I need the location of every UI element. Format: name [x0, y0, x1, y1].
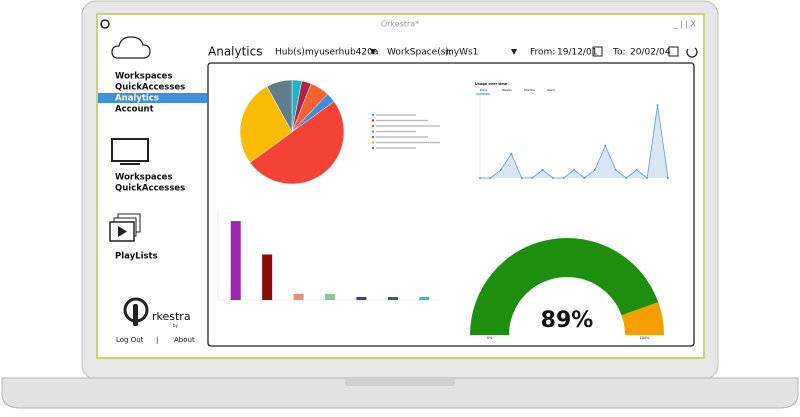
window-title: Orkestra* — [381, 20, 419, 29]
menu-playlists[interactable]: PlayLists — [115, 252, 158, 262]
gauge-min: 0% — [487, 336, 493, 340]
laptop-base — [1, 377, 799, 409]
gauge-remainder — [621, 302, 664, 335]
line-point — [625, 177, 628, 179]
bar — [325, 293, 335, 300]
line-point — [531, 177, 534, 179]
to-date[interactable]: 20/02/04 — [630, 48, 671, 58]
devices-workspaces[interactable]: Workspaces — [115, 173, 173, 183]
legend-swatch — [371, 119, 375, 122]
legend-swatch — [371, 146, 375, 150]
legend-swatch — [371, 141, 375, 144]
menu-selection — [98, 93, 207, 103]
from-date[interactable]: 19/12/01 — [557, 48, 597, 58]
line-point — [552, 177, 555, 179]
legend-entry — [376, 147, 416, 149]
gauge-max: 100% — [639, 336, 650, 340]
line-tab[interactable]: Weeks — [502, 88, 512, 92]
line-point — [593, 168, 596, 171]
to-label: To: — [612, 48, 626, 58]
hub-select[interactable]: myuserhub420a — [305, 48, 378, 58]
monitor-icon — [111, 138, 149, 162]
legend-entry — [376, 119, 428, 122]
legend-entry — [376, 136, 428, 138]
legend-swatch — [371, 113, 375, 117]
menu-quickaccesses[interactable]: QuickAccesses — [115, 83, 185, 93]
line-point — [499, 168, 502, 171]
about[interactable]: About — [174, 336, 195, 344]
pie-slice — [266, 79, 293, 133]
workspace-select[interactable]: myWs1 — [445, 48, 478, 58]
workspace-label: WorkSpace(s): — [387, 48, 452, 58]
to-calendar[interactable] — [668, 46, 679, 57]
menu-account[interactable]: Account — [115, 105, 154, 115]
logo-bar — [133, 304, 138, 326]
line-point — [667, 177, 669, 179]
bar — [262, 254, 273, 300]
logo-by: by — [173, 323, 179, 328]
legend-swatch — [371, 124, 375, 128]
legend-entry — [376, 130, 416, 133]
menu-workspaces[interactable]: Workspaces — [115, 72, 173, 82]
line-tab[interactable]: Years — [547, 88, 555, 92]
legend-swatch — [371, 130, 375, 133]
legend-entry — [376, 141, 440, 144]
play-glyph — [118, 226, 127, 237]
cloud-icon — [111, 36, 151, 59]
line-point — [541, 168, 544, 171]
line-point — [520, 177, 523, 179]
line-tab[interactable]: Months — [524, 88, 535, 92]
line-point — [656, 104, 659, 107]
legend-entry — [376, 125, 440, 127]
line-point — [583, 177, 586, 179]
footer-separator: | — [156, 336, 158, 344]
bar — [419, 296, 430, 300]
bar — [356, 296, 367, 300]
menu-analytics[interactable]: Analytics — [115, 94, 159, 104]
pie-legend — [371, 113, 440, 150]
logout[interactable]: Log Out — [116, 336, 144, 344]
window-controls[interactable]: _ | | X — [673, 20, 697, 29]
hub-label: Hub(s): — [275, 48, 308, 58]
line-point — [635, 168, 638, 171]
pie-slice — [249, 101, 345, 185]
workspace-dropdown[interactable] — [511, 49, 517, 55]
gauge-label: 89% — [541, 308, 594, 333]
devices-quickaccesses[interactable]: QuickAccesses — [115, 184, 185, 194]
app-icon — [100, 19, 110, 29]
page-title: Analytics — [208, 45, 263, 59]
bar — [387, 296, 398, 300]
bar — [293, 293, 304, 300]
line-point — [604, 144, 607, 147]
gauge-value — [470, 238, 659, 335]
refresh-button[interactable] — [686, 47, 698, 58]
legend-entry — [376, 114, 416, 116]
logo-text: rkestra — [152, 310, 191, 323]
line-point — [573, 168, 575, 171]
from-calendar[interactable] — [592, 46, 603, 57]
line-tab[interactable]: Days — [480, 88, 488, 92]
line-point — [614, 168, 617, 171]
bar — [230, 221, 241, 300]
line-point — [479, 177, 481, 179]
hub-dropdown[interactable] — [370, 49, 376, 55]
from-label: From: — [530, 48, 555, 58]
laptop-notch — [345, 378, 455, 386]
legend-swatch — [371, 135, 375, 139]
line-point — [562, 177, 565, 179]
line-point — [646, 177, 649, 179]
line-title: Usage over time — [475, 82, 508, 86]
line-area — [480, 105, 668, 178]
line-point — [489, 177, 492, 179]
pie-slice — [239, 86, 293, 163]
line-point — [510, 152, 513, 155]
